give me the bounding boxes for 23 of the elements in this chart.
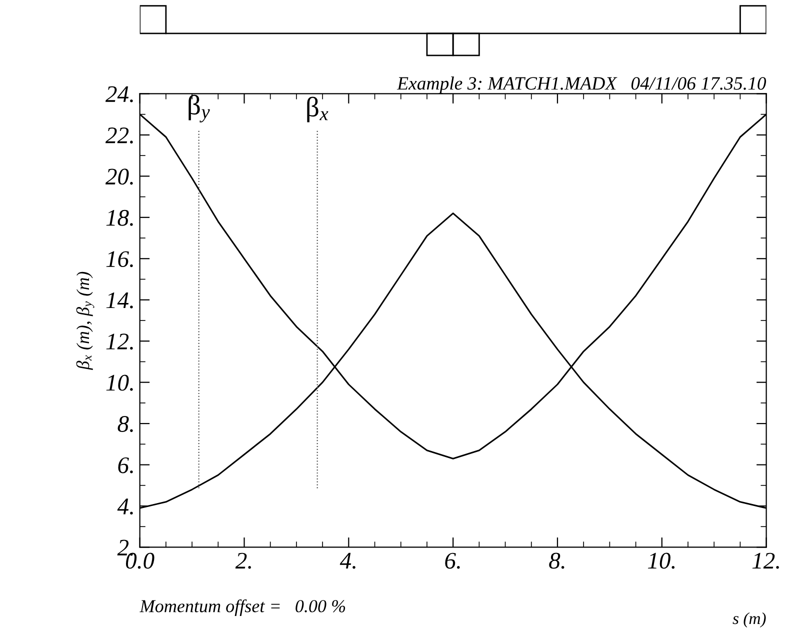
ref-line-label: β$_{x}$: [307, 96, 328, 122]
x-tick-label: 8.: [549, 552, 564, 569]
y-tick-label: 24.: [105, 86, 133, 102]
x-tick-label: 4.: [340, 552, 356, 569]
y-tick-label: 4.: [117, 498, 133, 515]
chart-title: Example 3: MATCH1.MADX 04/11/06 17.35.10: [396, 76, 766, 94]
y-tick-label: 12.: [106, 334, 133, 350]
y-axis-title: β$_{x}$ (m), β$_{y}$ (m): [76, 272, 94, 370]
text: Momentum offset = 0.00 %: [140, 599, 346, 616]
y-tick-label: 8.: [118, 416, 133, 432]
y-tick-label: 10.: [106, 374, 133, 391]
x-tick-label: 12.: [752, 552, 779, 569]
y-tick-label: 16.: [106, 251, 133, 268]
y-tick-label: 14.: [106, 292, 133, 308]
x-tick-label: 10.: [648, 552, 675, 569]
x-tick-label: 2.: [235, 552, 251, 569]
y-tick-label: 22.: [105, 128, 133, 144]
y-tick-label: 18.: [106, 210, 133, 226]
ref-line-label: β$_{y}$: [188, 94, 210, 122]
x-tick-label: 6.: [445, 552, 460, 569]
y-tick-label: 20.: [105, 168, 133, 185]
y-tick-label: 6.: [118, 457, 133, 474]
x-axis-title: s (m): [732, 612, 766, 628]
